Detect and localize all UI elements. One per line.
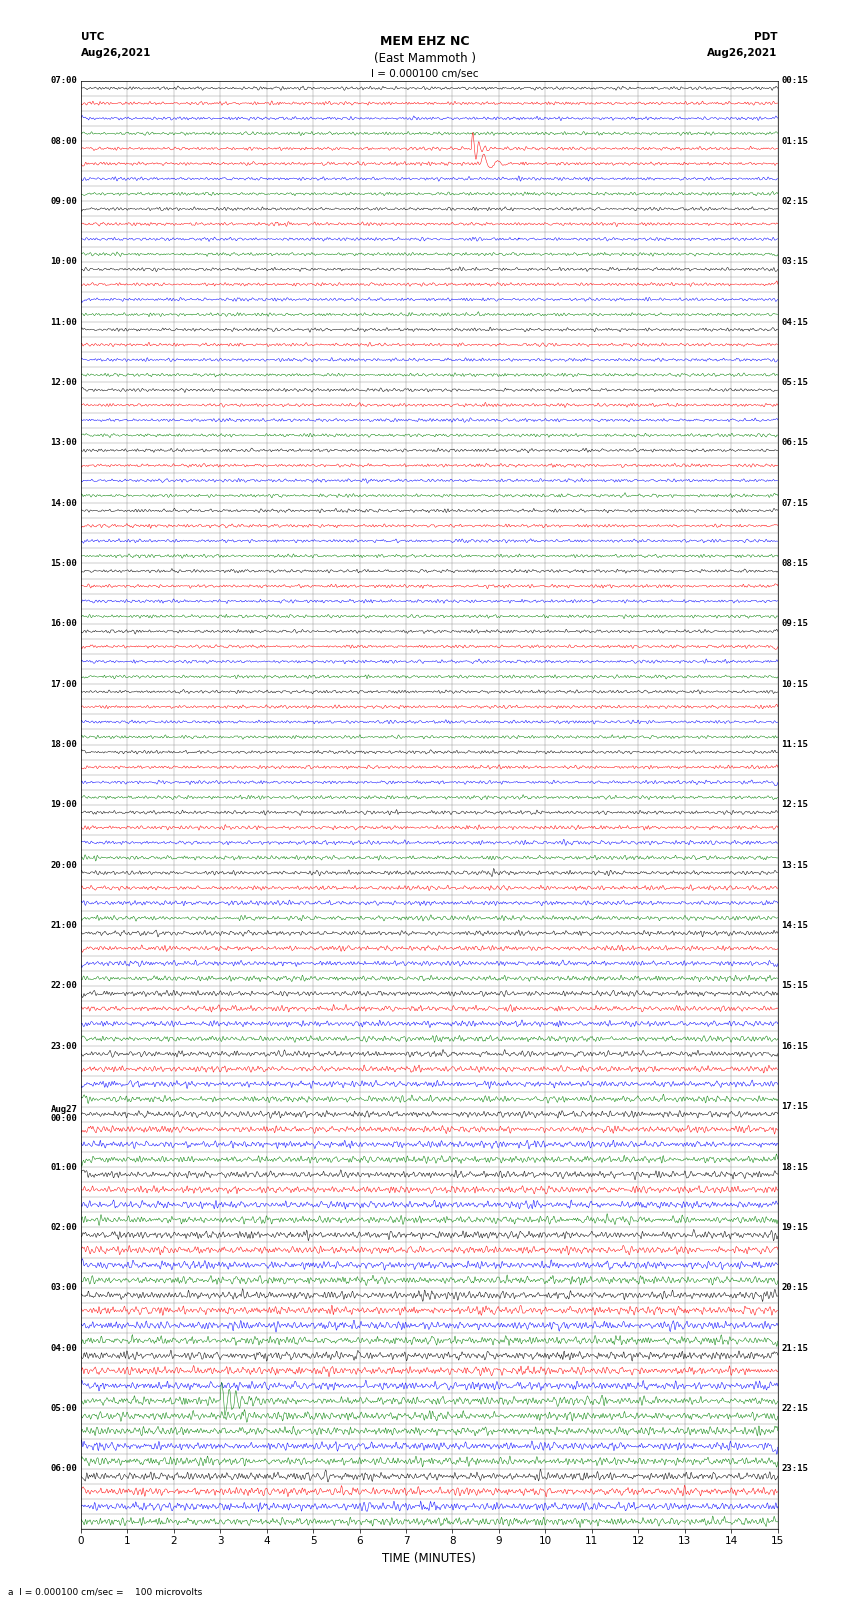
Text: 17:15: 17:15: [781, 1102, 808, 1111]
Text: 02:00: 02:00: [50, 1223, 77, 1232]
Text: 10:15: 10:15: [781, 679, 808, 689]
Text: (East Mammoth ): (East Mammoth ): [374, 52, 476, 65]
Text: a  I = 0.000100 cm/sec =    100 microvolts: a I = 0.000100 cm/sec = 100 microvolts: [8, 1587, 203, 1597]
X-axis label: TIME (MINUTES): TIME (MINUTES): [382, 1552, 476, 1565]
Text: 11:15: 11:15: [781, 740, 808, 748]
Text: 04:15: 04:15: [781, 318, 808, 326]
Text: 18:15: 18:15: [781, 1163, 808, 1171]
Text: 07:00: 07:00: [50, 76, 77, 85]
Text: Aug26,2021: Aug26,2021: [707, 48, 778, 58]
Text: Aug27: Aug27: [50, 1105, 77, 1115]
Text: 06:15: 06:15: [781, 439, 808, 447]
Text: 20:15: 20:15: [781, 1284, 808, 1292]
Text: 19:00: 19:00: [50, 800, 77, 810]
Text: 08:00: 08:00: [50, 137, 77, 145]
Text: 22:15: 22:15: [781, 1403, 808, 1413]
Text: 11:00: 11:00: [50, 318, 77, 326]
Text: 23:00: 23:00: [50, 1042, 77, 1050]
Text: 07:15: 07:15: [781, 498, 808, 508]
Text: 04:00: 04:00: [50, 1344, 77, 1353]
Text: 01:15: 01:15: [781, 137, 808, 145]
Text: 14:15: 14:15: [781, 921, 808, 931]
Text: 09:15: 09:15: [781, 619, 808, 629]
Text: 20:00: 20:00: [50, 861, 77, 869]
Text: 15:15: 15:15: [781, 981, 808, 990]
Text: Aug26,2021: Aug26,2021: [81, 48, 151, 58]
Text: 05:00: 05:00: [50, 1403, 77, 1413]
Text: 00:00: 00:00: [50, 1115, 77, 1123]
Text: 05:15: 05:15: [781, 377, 808, 387]
Text: 19:15: 19:15: [781, 1223, 808, 1232]
Text: 03:00: 03:00: [50, 1284, 77, 1292]
Text: 12:15: 12:15: [781, 800, 808, 810]
Text: 22:00: 22:00: [50, 981, 77, 990]
Text: 18:00: 18:00: [50, 740, 77, 748]
Text: 13:15: 13:15: [781, 861, 808, 869]
Text: 01:00: 01:00: [50, 1163, 77, 1171]
Text: 00:15: 00:15: [781, 76, 808, 85]
Text: UTC: UTC: [81, 32, 104, 42]
Text: 16:00: 16:00: [50, 619, 77, 629]
Text: 02:15: 02:15: [781, 197, 808, 206]
Text: MEM EHZ NC: MEM EHZ NC: [380, 35, 470, 48]
Text: 12:00: 12:00: [50, 377, 77, 387]
Text: 13:00: 13:00: [50, 439, 77, 447]
Text: 09:00: 09:00: [50, 197, 77, 206]
Text: 16:15: 16:15: [781, 1042, 808, 1050]
Text: 21:15: 21:15: [781, 1344, 808, 1353]
Text: 08:15: 08:15: [781, 560, 808, 568]
Text: 03:15: 03:15: [781, 256, 808, 266]
Text: 17:00: 17:00: [50, 679, 77, 689]
Text: 14:00: 14:00: [50, 498, 77, 508]
Text: 10:00: 10:00: [50, 256, 77, 266]
Text: PDT: PDT: [754, 32, 778, 42]
Text: 23:15: 23:15: [781, 1465, 808, 1473]
Text: 21:00: 21:00: [50, 921, 77, 931]
Text: 06:00: 06:00: [50, 1465, 77, 1473]
Text: I = 0.000100 cm/sec: I = 0.000100 cm/sec: [371, 69, 479, 79]
Text: 15:00: 15:00: [50, 560, 77, 568]
